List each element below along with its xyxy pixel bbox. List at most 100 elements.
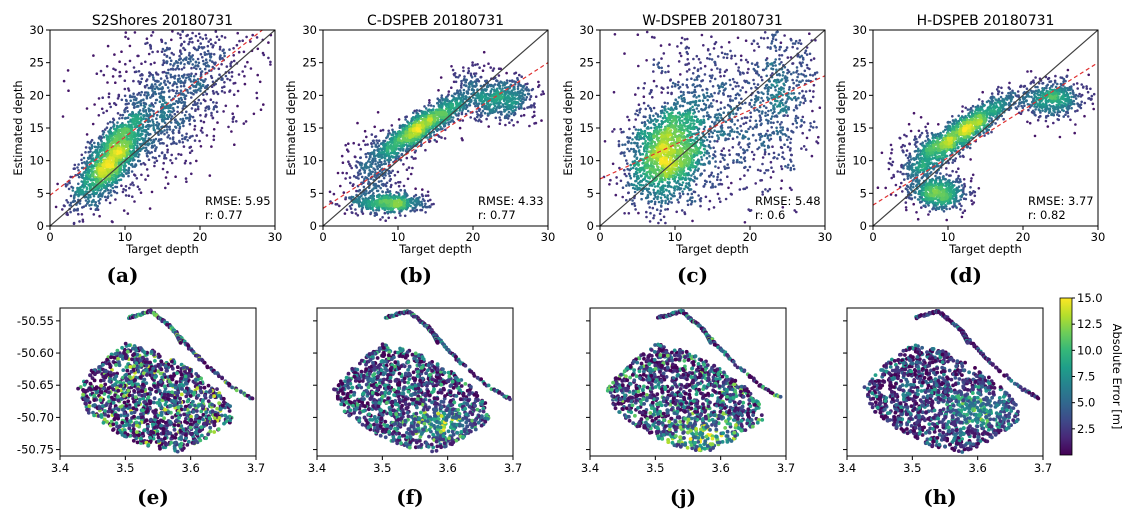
data-point <box>176 32 180 35</box>
data-point <box>223 36 227 39</box>
data-point <box>147 127 150 130</box>
data-point <box>124 98 128 102</box>
data-point <box>91 122 95 126</box>
data-point <box>212 105 216 109</box>
data-point <box>134 132 137 135</box>
data-point <box>166 86 170 89</box>
data-point <box>518 73 521 77</box>
data-point <box>156 50 159 53</box>
data-point <box>372 141 376 145</box>
data-point <box>168 125 171 129</box>
data-point <box>148 113 152 116</box>
data-point <box>386 148 389 151</box>
data-point <box>208 174 212 177</box>
data-point <box>86 161 90 165</box>
data-point <box>91 175 94 178</box>
data-point <box>140 129 144 133</box>
data-point <box>491 69 495 72</box>
data-point <box>211 116 215 120</box>
data-point <box>129 137 133 141</box>
data-point <box>182 124 185 128</box>
data-point <box>209 98 213 101</box>
data-point <box>381 190 385 194</box>
data-point <box>123 117 127 120</box>
data-point <box>166 71 170 75</box>
data-point <box>522 113 526 117</box>
data-point <box>190 172 193 176</box>
data-point <box>467 102 471 106</box>
data-point <box>228 78 232 82</box>
data-point <box>199 89 202 93</box>
data-point <box>413 199 417 202</box>
data-point <box>450 65 453 68</box>
data-point <box>387 190 391 194</box>
data-point <box>140 77 144 81</box>
data-point <box>200 126 204 130</box>
data-point <box>81 218 85 222</box>
data-point <box>205 134 209 137</box>
data-point <box>377 180 381 183</box>
data-point <box>479 84 483 88</box>
data-point <box>95 72 99 75</box>
data-point <box>534 121 538 125</box>
data-point <box>391 208 394 211</box>
data-point <box>73 208 76 211</box>
data-point <box>185 56 188 59</box>
data-point <box>182 84 186 88</box>
data-point <box>188 113 191 116</box>
data-point <box>132 106 136 109</box>
data-point <box>166 150 169 154</box>
data-point <box>503 86 507 89</box>
data-point <box>389 137 393 141</box>
data-point <box>363 129 367 133</box>
data-point <box>163 129 166 132</box>
data-point <box>145 37 149 40</box>
data-point <box>178 122 181 126</box>
data-point <box>386 135 389 138</box>
data-point <box>153 149 157 153</box>
data-point <box>453 97 456 100</box>
data-point <box>158 83 161 87</box>
data-point <box>380 183 384 186</box>
data-point <box>196 107 200 111</box>
data-point <box>109 120 112 124</box>
data-point <box>186 91 190 94</box>
data-point <box>99 197 102 201</box>
data-point <box>75 193 78 196</box>
data-point <box>440 94 444 97</box>
data-point <box>86 140 90 144</box>
data-point <box>158 100 162 103</box>
data-point <box>374 162 377 166</box>
data-point <box>414 149 418 153</box>
data-point <box>129 99 132 102</box>
data-point <box>341 161 345 164</box>
data-point <box>132 98 136 101</box>
data-point <box>387 172 391 175</box>
data-point <box>405 156 409 160</box>
data-point <box>498 99 501 103</box>
data-point <box>187 42 190 46</box>
data-point <box>491 84 495 87</box>
data-point <box>121 113 125 117</box>
data-point <box>487 125 491 128</box>
data-point <box>462 88 466 92</box>
data-point <box>267 41 270 44</box>
data-point <box>80 190 84 193</box>
data-point <box>349 164 352 168</box>
data-point <box>147 107 150 110</box>
data-point <box>168 89 171 92</box>
data-point <box>85 133 89 136</box>
data-point <box>161 47 165 51</box>
data-point <box>384 174 387 177</box>
data-point <box>223 81 226 84</box>
data-point <box>267 56 270 60</box>
data-point <box>514 94 518 97</box>
data-point <box>465 78 469 82</box>
data-point <box>358 188 362 192</box>
data-point <box>512 113 516 117</box>
data-point <box>140 90 143 94</box>
data-point <box>144 60 147 64</box>
data-point <box>198 67 202 71</box>
data-point <box>170 115 174 118</box>
data-point <box>499 118 502 122</box>
